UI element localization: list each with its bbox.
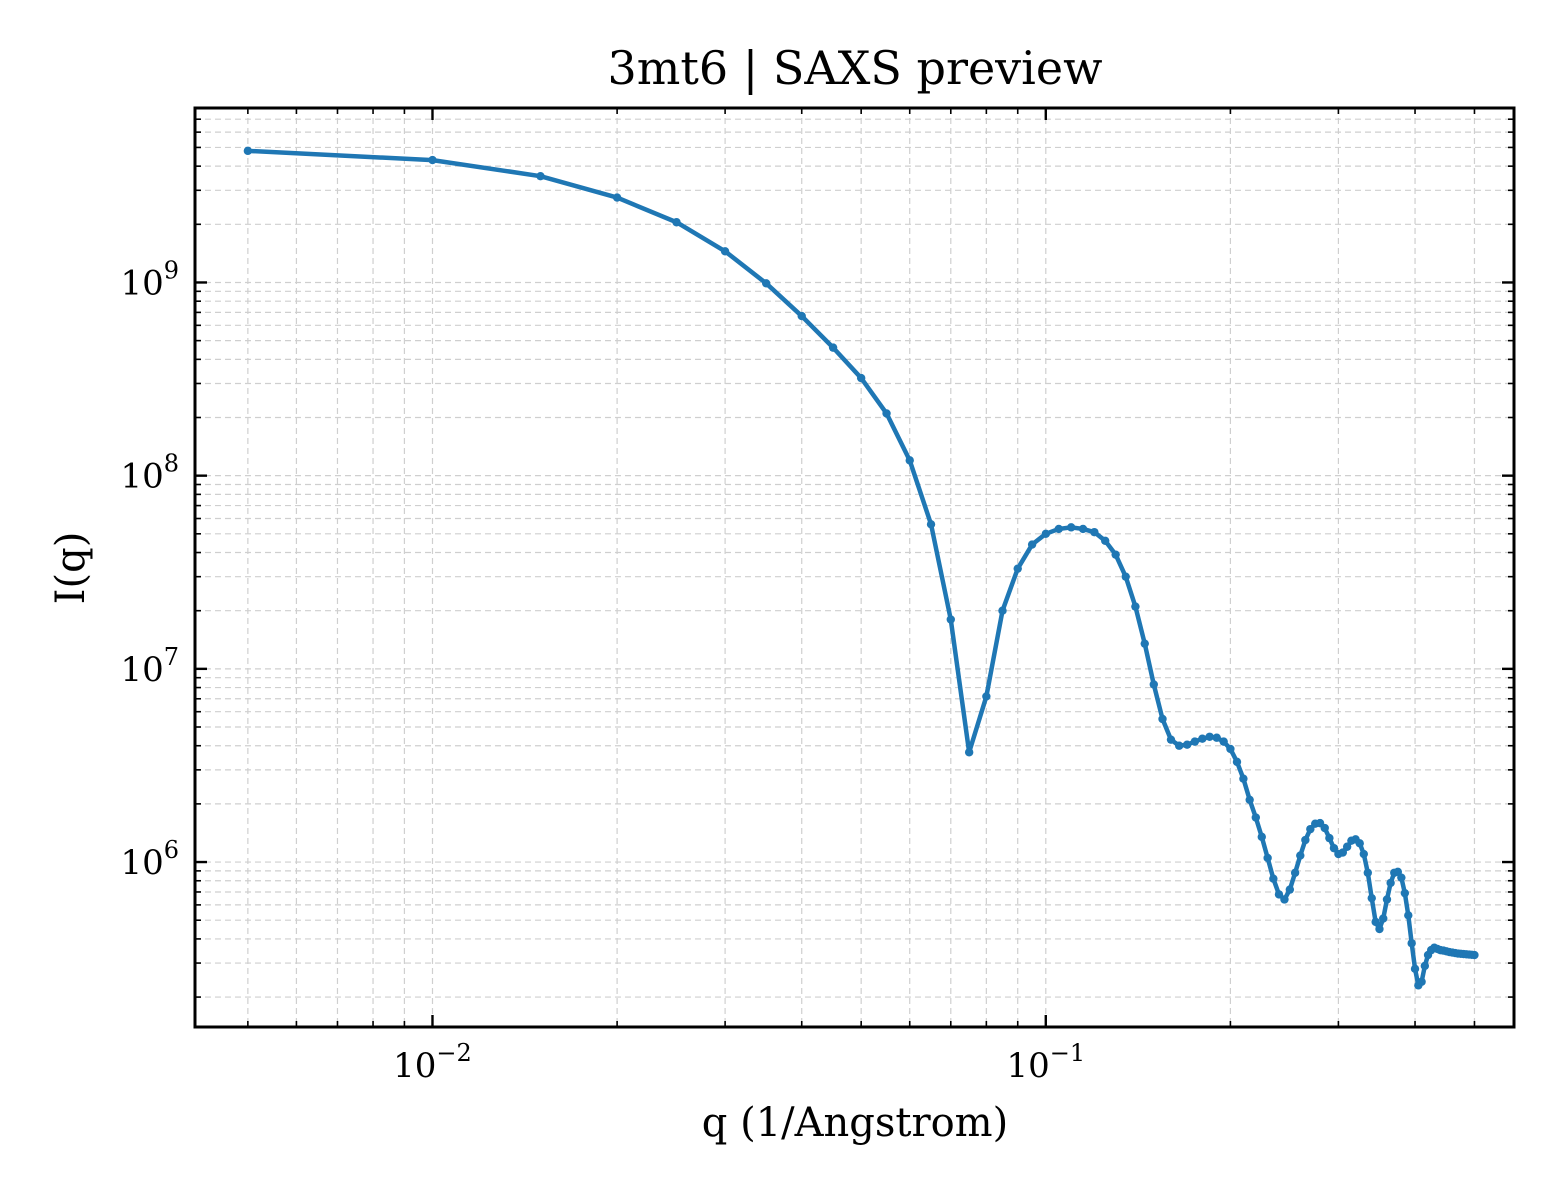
data-point <box>1290 868 1300 877</box>
chart-title: 3mt6 | SAXS preview <box>608 41 1103 95</box>
data-point <box>1306 824 1315 834</box>
data-point <box>1386 878 1395 888</box>
data-point <box>926 520 936 529</box>
data-point <box>1320 823 1329 833</box>
data-point <box>882 409 891 418</box>
data-point <box>428 155 437 165</box>
data-point <box>1363 868 1373 877</box>
data-point <box>1239 774 1248 783</box>
data-point <box>1149 680 1158 689</box>
data-point <box>964 748 974 757</box>
data-point <box>1375 924 1384 934</box>
y-axis-label: I(q) <box>48 532 94 605</box>
data-point <box>1355 839 1364 848</box>
data-point <box>1111 550 1120 559</box>
data-point <box>1078 524 1088 534</box>
data-point <box>1041 529 1050 539</box>
data-point <box>1367 893 1376 903</box>
series-line <box>245 148 1477 988</box>
data-point <box>1166 735 1176 744</box>
data-point <box>1417 977 1426 986</box>
data-point <box>998 606 1007 615</box>
y-tick-label: 109 <box>120 256 179 303</box>
data-point <box>1404 911 1413 920</box>
x-tick-label: 10−2 <box>393 1039 472 1086</box>
data-point <box>1027 540 1037 549</box>
data-point <box>1407 939 1416 948</box>
plot-frame <box>193 106 1516 1029</box>
data-point <box>1359 849 1368 859</box>
data-point <box>1410 964 1420 974</box>
data-point <box>1232 757 1242 767</box>
data-point <box>1325 833 1334 843</box>
data-point <box>1182 740 1192 749</box>
data-point <box>720 247 730 256</box>
tick-label-layer: 10−2 10−1 106 107 108 109 <box>120 256 1085 1086</box>
tick-layer <box>195 107 1514 1027</box>
data-point <box>982 692 991 701</box>
data-point <box>612 193 622 202</box>
data-point <box>1280 895 1289 904</box>
data-point <box>1400 888 1410 898</box>
data-point <box>1285 885 1295 894</box>
data-point <box>243 146 253 156</box>
data-point <box>1158 714 1167 724</box>
data-point <box>1397 873 1406 882</box>
data-point <box>1296 851 1305 860</box>
data-point <box>1329 843 1339 853</box>
data-point <box>1140 639 1149 648</box>
data-point <box>672 218 681 227</box>
data-point <box>1301 835 1310 845</box>
data-point <box>1121 572 1130 581</box>
data-point <box>1379 914 1388 923</box>
data-point <box>1269 874 1278 883</box>
x-tick-label: 10−1 <box>1006 1039 1085 1086</box>
data-point <box>905 456 914 465</box>
data-point <box>1205 732 1214 741</box>
x-axis-label: q (1/Angstrom) <box>702 1100 1008 1146</box>
data-point <box>536 171 545 181</box>
data-point <box>828 343 838 352</box>
data-point <box>1226 744 1235 754</box>
data-point <box>1131 602 1140 611</box>
data-point <box>856 373 866 383</box>
data-point <box>1245 795 1254 804</box>
data-point <box>1470 950 1479 960</box>
data-point <box>1054 524 1063 534</box>
data-point <box>1101 536 1110 546</box>
data-point <box>1219 737 1228 746</box>
data-point <box>1251 813 1261 822</box>
data-point <box>761 279 771 288</box>
data-point <box>1274 890 1284 899</box>
data-point <box>1190 737 1200 746</box>
grid-layer <box>195 107 1514 1027</box>
data-point <box>1338 848 1348 857</box>
data-point <box>1420 961 1430 971</box>
data-point <box>1198 734 1207 743</box>
data-point <box>1174 741 1184 750</box>
data-point <box>1382 895 1392 904</box>
data-point <box>1066 523 1076 532</box>
data-point <box>1212 733 1221 742</box>
data-point <box>1342 842 1352 851</box>
y-tick-label: 106 <box>120 836 179 883</box>
data-point <box>1013 564 1022 573</box>
data-point <box>797 311 806 321</box>
data-point <box>1090 527 1099 537</box>
y-tick-label: 108 <box>120 450 179 497</box>
series-layer <box>243 146 1479 990</box>
data-point <box>1263 853 1272 863</box>
data-point <box>946 615 955 624</box>
data-point <box>1371 917 1380 927</box>
data-point <box>1257 832 1266 842</box>
y-tick-label: 107 <box>120 643 179 690</box>
